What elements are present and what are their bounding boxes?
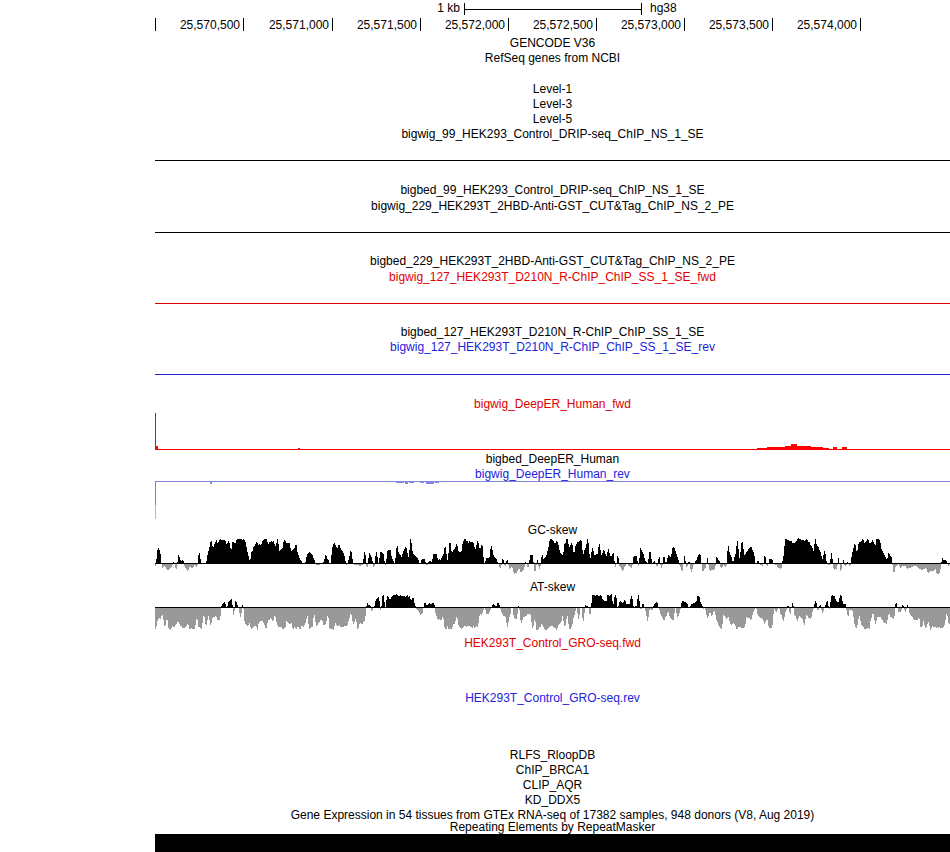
gc-skew-signal[interactable] <box>155 536 950 579</box>
bigwig-deeper-fwd-signal[interactable] <box>155 408 950 453</box>
genome-browser-image: 1 kbhg38 25,570,50025,571,00025,571,5002… <box>0 0 950 852</box>
signal-tracks <box>0 0 950 852</box>
at-skew-signal[interactable] <box>155 592 950 632</box>
bigwig-deeper-rev-signal[interactable] <box>155 481 950 523</box>
repeatmasker-dense-track[interactable] <box>155 834 950 852</box>
